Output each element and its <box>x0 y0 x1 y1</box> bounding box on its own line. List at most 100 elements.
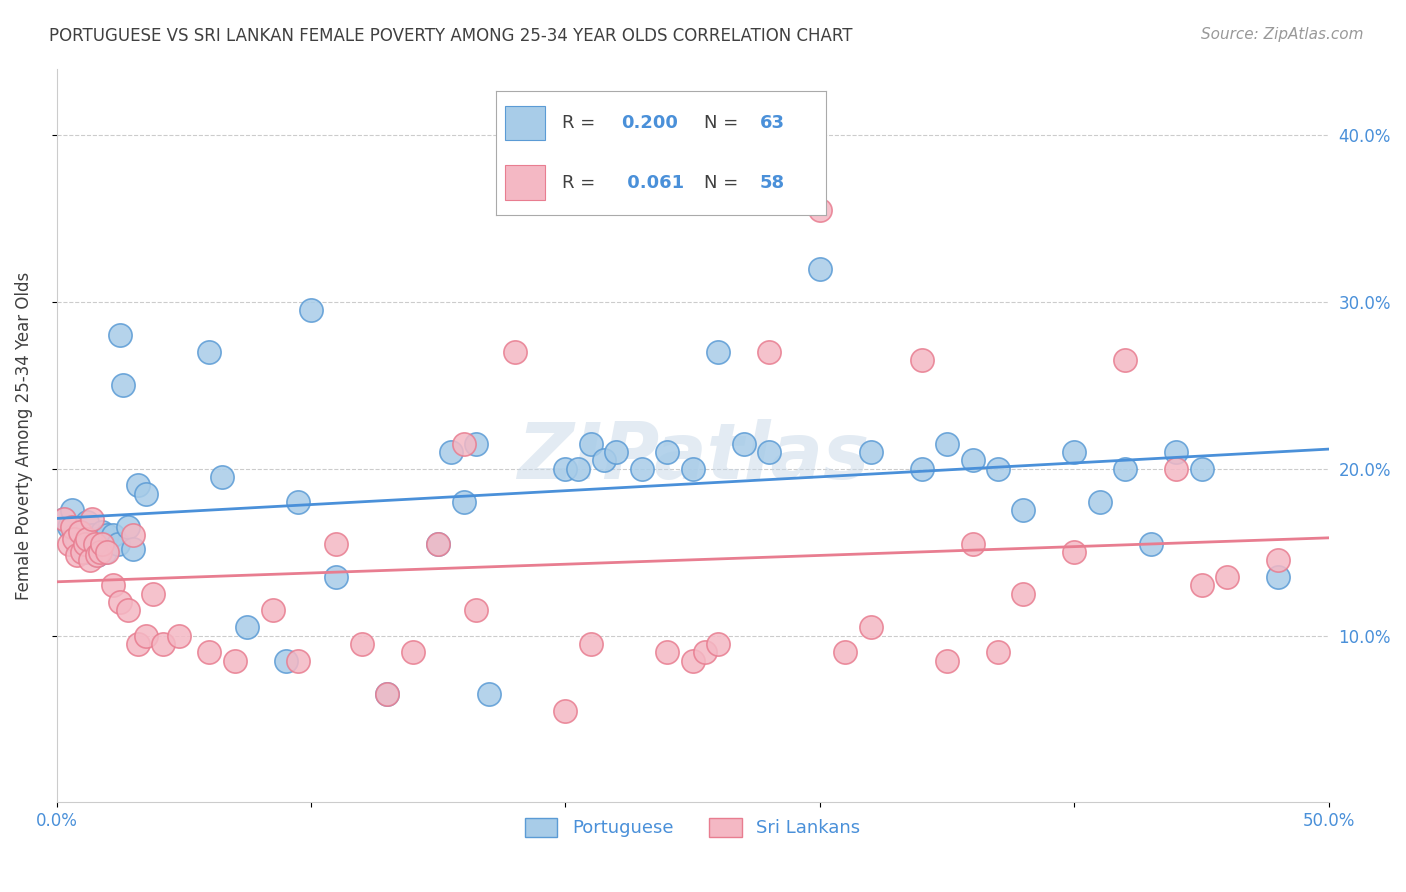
Point <box>936 653 959 667</box>
Text: ZIPatlas: ZIPatlas <box>516 419 869 495</box>
Point <box>117 603 139 617</box>
Point <box>287 653 309 667</box>
Point <box>453 436 475 450</box>
Point <box>79 537 101 551</box>
Point <box>427 537 450 551</box>
Point <box>117 520 139 534</box>
Point <box>859 445 882 459</box>
Point <box>1114 462 1136 476</box>
Point <box>1267 570 1289 584</box>
Point <box>262 603 284 617</box>
Point <box>657 645 679 659</box>
Point <box>1191 578 1213 592</box>
Point <box>936 436 959 450</box>
Point <box>70 532 93 546</box>
Point <box>402 645 425 659</box>
Point <box>465 603 488 617</box>
Point <box>224 653 246 667</box>
Point <box>859 620 882 634</box>
Point <box>63 528 86 542</box>
Point <box>167 628 190 642</box>
Point <box>657 445 679 459</box>
Point <box>83 532 105 546</box>
Point <box>111 378 134 392</box>
Point <box>1164 445 1187 459</box>
Point <box>440 445 463 459</box>
Point <box>96 528 118 542</box>
Point <box>91 525 114 540</box>
Point <box>605 445 627 459</box>
Point <box>274 653 297 667</box>
Point <box>58 520 80 534</box>
Point <box>122 541 145 556</box>
Point <box>236 620 259 634</box>
Point <box>69 525 91 540</box>
Point <box>287 495 309 509</box>
Point <box>86 549 108 563</box>
Point <box>592 453 614 467</box>
Point <box>1063 445 1085 459</box>
Point <box>1063 545 1085 559</box>
Point <box>911 462 934 476</box>
Point <box>808 261 831 276</box>
Point <box>82 528 104 542</box>
Point <box>94 545 117 559</box>
Point <box>1088 495 1111 509</box>
Point <box>110 328 132 343</box>
Point <box>377 687 399 701</box>
Point <box>579 436 602 450</box>
Point <box>91 537 114 551</box>
Point <box>453 495 475 509</box>
Point <box>53 512 76 526</box>
Point <box>1012 503 1035 517</box>
Point <box>127 637 149 651</box>
Point <box>1216 570 1239 584</box>
Point <box>89 537 111 551</box>
Point <box>733 436 755 450</box>
Point <box>325 537 347 551</box>
Point <box>350 637 373 651</box>
Point <box>135 487 157 501</box>
Point <box>707 637 730 651</box>
Point <box>63 532 86 546</box>
Point <box>152 637 174 651</box>
Point <box>69 525 91 540</box>
Point <box>962 453 984 467</box>
Point <box>1012 587 1035 601</box>
Point <box>211 470 233 484</box>
Point <box>107 537 129 551</box>
Point <box>89 545 111 559</box>
Point <box>76 515 98 529</box>
Text: Source: ZipAtlas.com: Source: ZipAtlas.com <box>1201 27 1364 42</box>
Point <box>60 503 83 517</box>
Point <box>198 645 221 659</box>
Point <box>142 587 165 601</box>
Point <box>325 570 347 584</box>
Point <box>1267 553 1289 567</box>
Point <box>911 353 934 368</box>
Point <box>1191 462 1213 476</box>
Point <box>630 462 652 476</box>
Point <box>695 645 717 659</box>
Point <box>82 512 104 526</box>
Point <box>503 345 526 359</box>
Point <box>76 532 98 546</box>
Point <box>101 528 124 542</box>
Text: PORTUGUESE VS SRI LANKAN FEMALE POVERTY AMONG 25-34 YEAR OLDS CORRELATION CHART: PORTUGUESE VS SRI LANKAN FEMALE POVERTY … <box>49 27 852 45</box>
Point <box>198 345 221 359</box>
Point <box>96 545 118 559</box>
Point <box>758 445 780 459</box>
Point <box>73 545 96 559</box>
Point <box>567 462 589 476</box>
Point <box>808 203 831 218</box>
Point <box>987 645 1010 659</box>
Point <box>1164 462 1187 476</box>
Point <box>987 462 1010 476</box>
Point <box>707 345 730 359</box>
Point <box>86 549 108 563</box>
Point <box>127 478 149 492</box>
Point <box>299 303 322 318</box>
Point <box>554 462 576 476</box>
Legend: Portuguese, Sri Lankans: Portuguese, Sri Lankans <box>517 811 868 845</box>
Point <box>83 537 105 551</box>
